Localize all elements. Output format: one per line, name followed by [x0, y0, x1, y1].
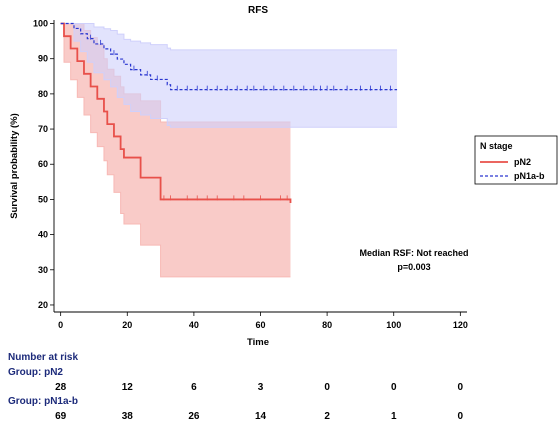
- risk-count: 0: [457, 411, 464, 422]
- km-chart: RFS 20 30 40 50 60 70 80 90 100 0 20 40 60 80 100 120 T…: [9, 5, 558, 348]
- ci-upper-pn1a-b: [60, 23, 398, 51]
- y-tick-label: 50: [38, 194, 48, 204]
- p-value-annotation: p=0.003: [397, 262, 430, 272]
- y-tick-label: 90: [38, 54, 48, 64]
- survival-curves: [60, 22, 398, 203]
- risk-count: 28: [55, 382, 67, 393]
- chart-title: RFS: [248, 5, 268, 16]
- legend-label-pn1a-b: pN1a-b: [514, 171, 545, 181]
- y-tick-label: 30: [38, 265, 48, 275]
- x-tick-label: 80: [322, 320, 332, 330]
- y-tick-label: 40: [38, 230, 48, 240]
- y-axis-label: Survival probability (%): [9, 113, 20, 219]
- axes: 20 30 40 50 60 70 80 90 100 0 20 40 60 80 100 120: [33, 19, 468, 330]
- y-tick-label: 70: [38, 124, 48, 134]
- risk-count: 0: [457, 382, 464, 393]
- x-tick-label: 120: [453, 320, 468, 330]
- ci-band-pn1a-b: [60, 23, 398, 128]
- risk-count: 26: [188, 411, 200, 422]
- risk-count: 3: [257, 382, 264, 393]
- risk-table: Number at risk Group: pN2 28 12 6 3 0 0 0 Grou…: [0, 348, 560, 426]
- confidence-bands: [60, 23, 398, 278]
- y-tick-label: 20: [38, 300, 48, 310]
- legend-title: N stage: [480, 141, 513, 151]
- y-tick-label: 60: [38, 159, 48, 169]
- legend-box: [474, 135, 558, 185]
- y-tick-label: 100: [33, 19, 48, 29]
- x-tick-label: 60: [255, 320, 265, 330]
- risk-count: 0: [324, 382, 330, 393]
- risk-count: 14: [254, 411, 267, 422]
- risk-count: 6: [191, 382, 197, 393]
- x-tick-label: 0: [58, 320, 63, 330]
- y-tick-label: 80: [38, 89, 48, 99]
- x-tick-label: 20: [122, 320, 132, 330]
- risk-count: 69: [55, 411, 67, 422]
- censor-marks: [90, 34, 391, 201]
- legend-label-pn2: pN2: [514, 157, 531, 167]
- x-tick-label: 40: [189, 320, 199, 330]
- risk-count: 0: [390, 382, 397, 393]
- risk-group-label-pn1a-b: Group: pN1a-b: [8, 396, 78, 407]
- survival-curve-pn2: [60, 22, 292, 203]
- x-axis-label: Time: [247, 337, 269, 348]
- x-tick-label: 100: [386, 320, 401, 330]
- legend: N stage pN2 pN1a-b: [474, 135, 558, 185]
- median-annotation: Median RSF: Not reached: [359, 248, 468, 258]
- ci-lower-pn2: [60, 23, 291, 278]
- risk-group-label-pn2: Group: pN2: [8, 367, 63, 378]
- ci-lower-pn1a-b: [60, 23, 398, 128]
- risk-count: 1: [390, 411, 397, 422]
- risk-count: 12: [121, 382, 133, 393]
- risk-table-title: Number at risk: [8, 352, 79, 363]
- risk-count: 38: [121, 411, 133, 422]
- risk-count: 2: [324, 411, 330, 422]
